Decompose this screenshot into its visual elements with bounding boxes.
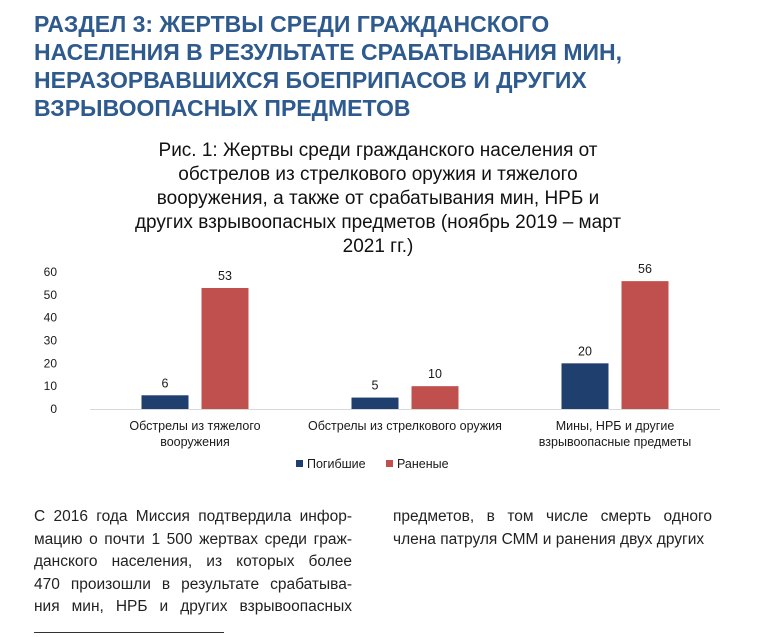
data-label: 20 bbox=[578, 344, 592, 358]
bar-killed bbox=[561, 363, 609, 409]
legend-swatch-injured bbox=[386, 460, 393, 467]
chart-title-line: Рис. 1: Жертвы среди гражданского населе… bbox=[158, 140, 598, 161]
category-label: взрывоопасные предметы bbox=[539, 435, 691, 449]
y-tick-label: 10 bbox=[44, 379, 58, 393]
data-label: 5 bbox=[372, 379, 379, 393]
legend-label: Раненые bbox=[397, 457, 449, 471]
body-text-line: С 2016 года Миссия подтвердила инфор- bbox=[34, 508, 352, 525]
data-label: 10 bbox=[428, 367, 442, 381]
category-label: Мины, НРБ и другие bbox=[556, 419, 675, 433]
chart-title-line: обстрелов из стрелкового оружия и тяжело… bbox=[178, 164, 578, 185]
body-text-line: члена патруля СММ и ранения двух других bbox=[393, 530, 705, 548]
legend-label: Погибшие bbox=[307, 457, 366, 471]
data-label: 6 bbox=[162, 376, 169, 390]
y-tick-label: 40 bbox=[44, 311, 58, 325]
section-title-line: НАСЕЛЕНИЯ В РЕЗУЛЬТАТЕ СРАБАТЫВАНИЯ МИН, bbox=[34, 39, 623, 65]
body-text-line: 470 произошли в результате срабатыва- bbox=[34, 575, 352, 593]
y-tick-label: 30 bbox=[44, 334, 58, 348]
data-label: 53 bbox=[218, 269, 232, 283]
body-text-line: ния мин, НРБ и других взрывоопасных bbox=[34, 598, 352, 615]
bar-injured bbox=[621, 281, 669, 409]
casualties-bar-chart: 0 10 20 30 40 50 60 6 53 Обстрелы из тяжелого воор… bbox=[44, 262, 720, 471]
bar-killed bbox=[351, 397, 399, 409]
chart-title: Рис. 1: Жертвы среди гражданского населе… bbox=[100, 139, 656, 259]
y-tick-label: 50 bbox=[44, 288, 58, 302]
body-text-right-column: предметов, в том числе смерть одного чле… bbox=[393, 506, 712, 551]
bar-killed bbox=[141, 395, 189, 409]
y-tick-label: 20 bbox=[44, 356, 58, 370]
section-title-line: РАЗДЕЛ 3: ЖЕРТВЫ СРЕДИ ГРАЖДАНСКОГО bbox=[34, 11, 550, 37]
category-label: Обстрелы из стрелкового оружия bbox=[308, 419, 502, 433]
chart-title-line: вооружения, а также от срабатывания мин,… bbox=[156, 188, 600, 209]
bar-injured bbox=[201, 287, 249, 409]
y-tick-label: 0 bbox=[50, 402, 57, 416]
chart-title-line: 2021 гг.) bbox=[342, 236, 414, 257]
section-title-line: ВЗРЫВООПАСНЫХ ПРЕДМЕТОВ bbox=[34, 95, 411, 121]
legend-swatch-killed bbox=[296, 460, 303, 467]
section-title-line: НЕРАЗОРВАВШИХСЯ БОЕПРИПАСОВ И ДРУГИХ bbox=[34, 67, 587, 93]
section-title: РАЗДЕЛ 3: ЖЕРТВЫ СРЕДИ ГРАЖДАНСКОГО НАСЕ… bbox=[34, 10, 754, 122]
body-text-line: мацию о почти 1 500 жертвах среди граж- bbox=[34, 530, 352, 548]
body-text-left-column: С 2016 года Миссия подтвердила инфор- ма… bbox=[34, 506, 352, 619]
bar-injured bbox=[411, 386, 459, 409]
footnote-divider bbox=[34, 632, 224, 633]
body-text-line: предметов, в том числе смерть одного bbox=[393, 508, 712, 525]
category-label: Обстрелы из тяжелого bbox=[129, 419, 260, 433]
chart-title-line: других взрывоопасных предметов (ноябрь 2… bbox=[134, 212, 622, 233]
category-label: вооружения bbox=[160, 435, 230, 449]
data-label: 56 bbox=[638, 262, 652, 276]
body-text-line: данского населения, из которых более bbox=[34, 553, 352, 570]
y-tick-label: 60 bbox=[44, 265, 58, 279]
